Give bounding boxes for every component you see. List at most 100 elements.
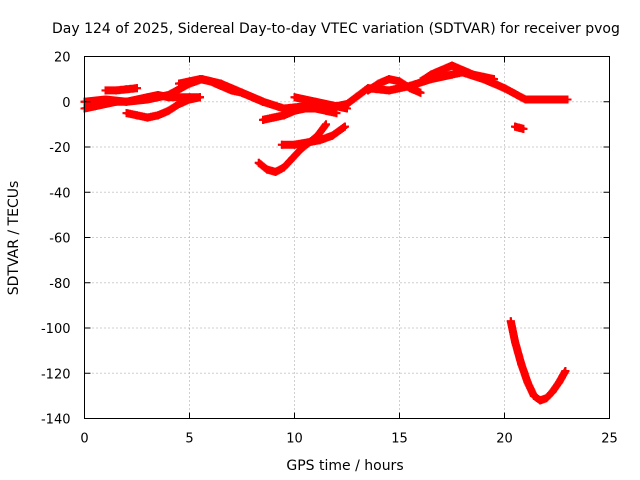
data-point (322, 100, 330, 109)
x-tick-label: 15 (391, 432, 408, 447)
data-point (519, 124, 528, 133)
data-point (340, 122, 349, 131)
data-point (290, 93, 299, 102)
data-point (555, 378, 564, 387)
data-point (175, 93, 183, 102)
data-point (254, 158, 263, 167)
data-point (328, 131, 337, 140)
data-point (406, 84, 414, 93)
data-point (101, 100, 110, 109)
data-point (133, 84, 141, 93)
series-arc-3 (101, 84, 141, 95)
data-point (385, 86, 393, 95)
data-point (259, 97, 267, 106)
data-point (427, 70, 435, 79)
data-point (500, 84, 509, 93)
data-point (322, 106, 330, 115)
data-point (196, 75, 204, 84)
data-layer (80, 61, 572, 405)
data-point (238, 88, 246, 97)
data-point (416, 77, 425, 86)
grid-layer (84, 56, 610, 419)
x-tick-label: 5 (185, 432, 193, 447)
data-point (448, 70, 456, 79)
series-arc-11 (416, 61, 498, 86)
data-point (416, 88, 425, 97)
data-point (395, 77, 404, 86)
data-point (259, 115, 267, 124)
data-point (112, 97, 120, 106)
data-point (101, 86, 110, 95)
data-point (263, 165, 272, 174)
data-point (548, 387, 557, 396)
x-tick-label: 20 (496, 432, 513, 447)
data-point (280, 104, 288, 113)
data-point (311, 97, 320, 106)
data-point (91, 102, 99, 111)
data-point (448, 61, 456, 70)
data-point (164, 106, 173, 115)
data-point (112, 86, 120, 95)
data-point (385, 75, 393, 84)
data-point (227, 86, 236, 95)
y-tick-label: 20 (54, 51, 71, 66)
data-point (143, 93, 152, 102)
series-arc-4 (122, 93, 204, 122)
data-point (506, 317, 515, 326)
data-point (563, 95, 572, 104)
series-arc-6 (259, 104, 341, 124)
data-point (511, 337, 519, 346)
data-point (301, 104, 309, 113)
data-point (217, 81, 225, 90)
series-arc-13 (506, 317, 570, 405)
data-point (490, 75, 498, 84)
series-arc-12 (511, 122, 528, 133)
x-tick-label: 0 (80, 432, 88, 447)
data-point (515, 123, 524, 132)
data-point (536, 396, 545, 405)
series-arc-9 (277, 122, 349, 149)
data-point (364, 86, 372, 95)
data-point (122, 109, 131, 118)
y-tick-label: -140 (41, 413, 71, 428)
data-point (288, 154, 297, 163)
data-point (542, 95, 551, 104)
series-marker-trail (506, 317, 570, 405)
axis-layer: 0 5 10 15 20 25 -140 -120 -100 -80 -60 -40 -20 0 20 (41, 51, 618, 447)
data-point (561, 366, 570, 375)
data-point (206, 77, 215, 86)
data-point (343, 104, 351, 113)
data-point (133, 95, 141, 104)
data-point (122, 85, 131, 94)
x-tick-label: 25 (601, 432, 618, 447)
data-point (154, 111, 162, 120)
chart-title: Day 124 of 2025, Sidereal Day-to-day VTE… (52, 21, 620, 37)
data-point (164, 93, 173, 102)
data-point (374, 79, 383, 88)
data-point (248, 93, 257, 102)
x-tick-label: 10 (286, 432, 303, 447)
y-tick-label: -60 (49, 232, 70, 247)
data-point (521, 95, 530, 104)
data-point (143, 113, 152, 122)
data-point (277, 140, 286, 149)
y-tick-label: 0 (62, 96, 70, 111)
data-point (437, 66, 446, 75)
series-arc-7 (290, 93, 351, 113)
data-point (290, 140, 299, 149)
data-point (122, 97, 131, 106)
y-tick-label: -120 (41, 367, 71, 382)
data-point (185, 77, 194, 86)
data-point (280, 163, 288, 172)
x-axis-label: GPS time / hours (286, 458, 403, 474)
data-point (332, 102, 341, 111)
data-point (154, 90, 162, 99)
data-point (458, 66, 467, 75)
data-point (280, 111, 288, 120)
data-point (523, 378, 532, 387)
data-point (301, 95, 309, 104)
data-point (517, 360, 526, 369)
data-point (196, 93, 204, 102)
